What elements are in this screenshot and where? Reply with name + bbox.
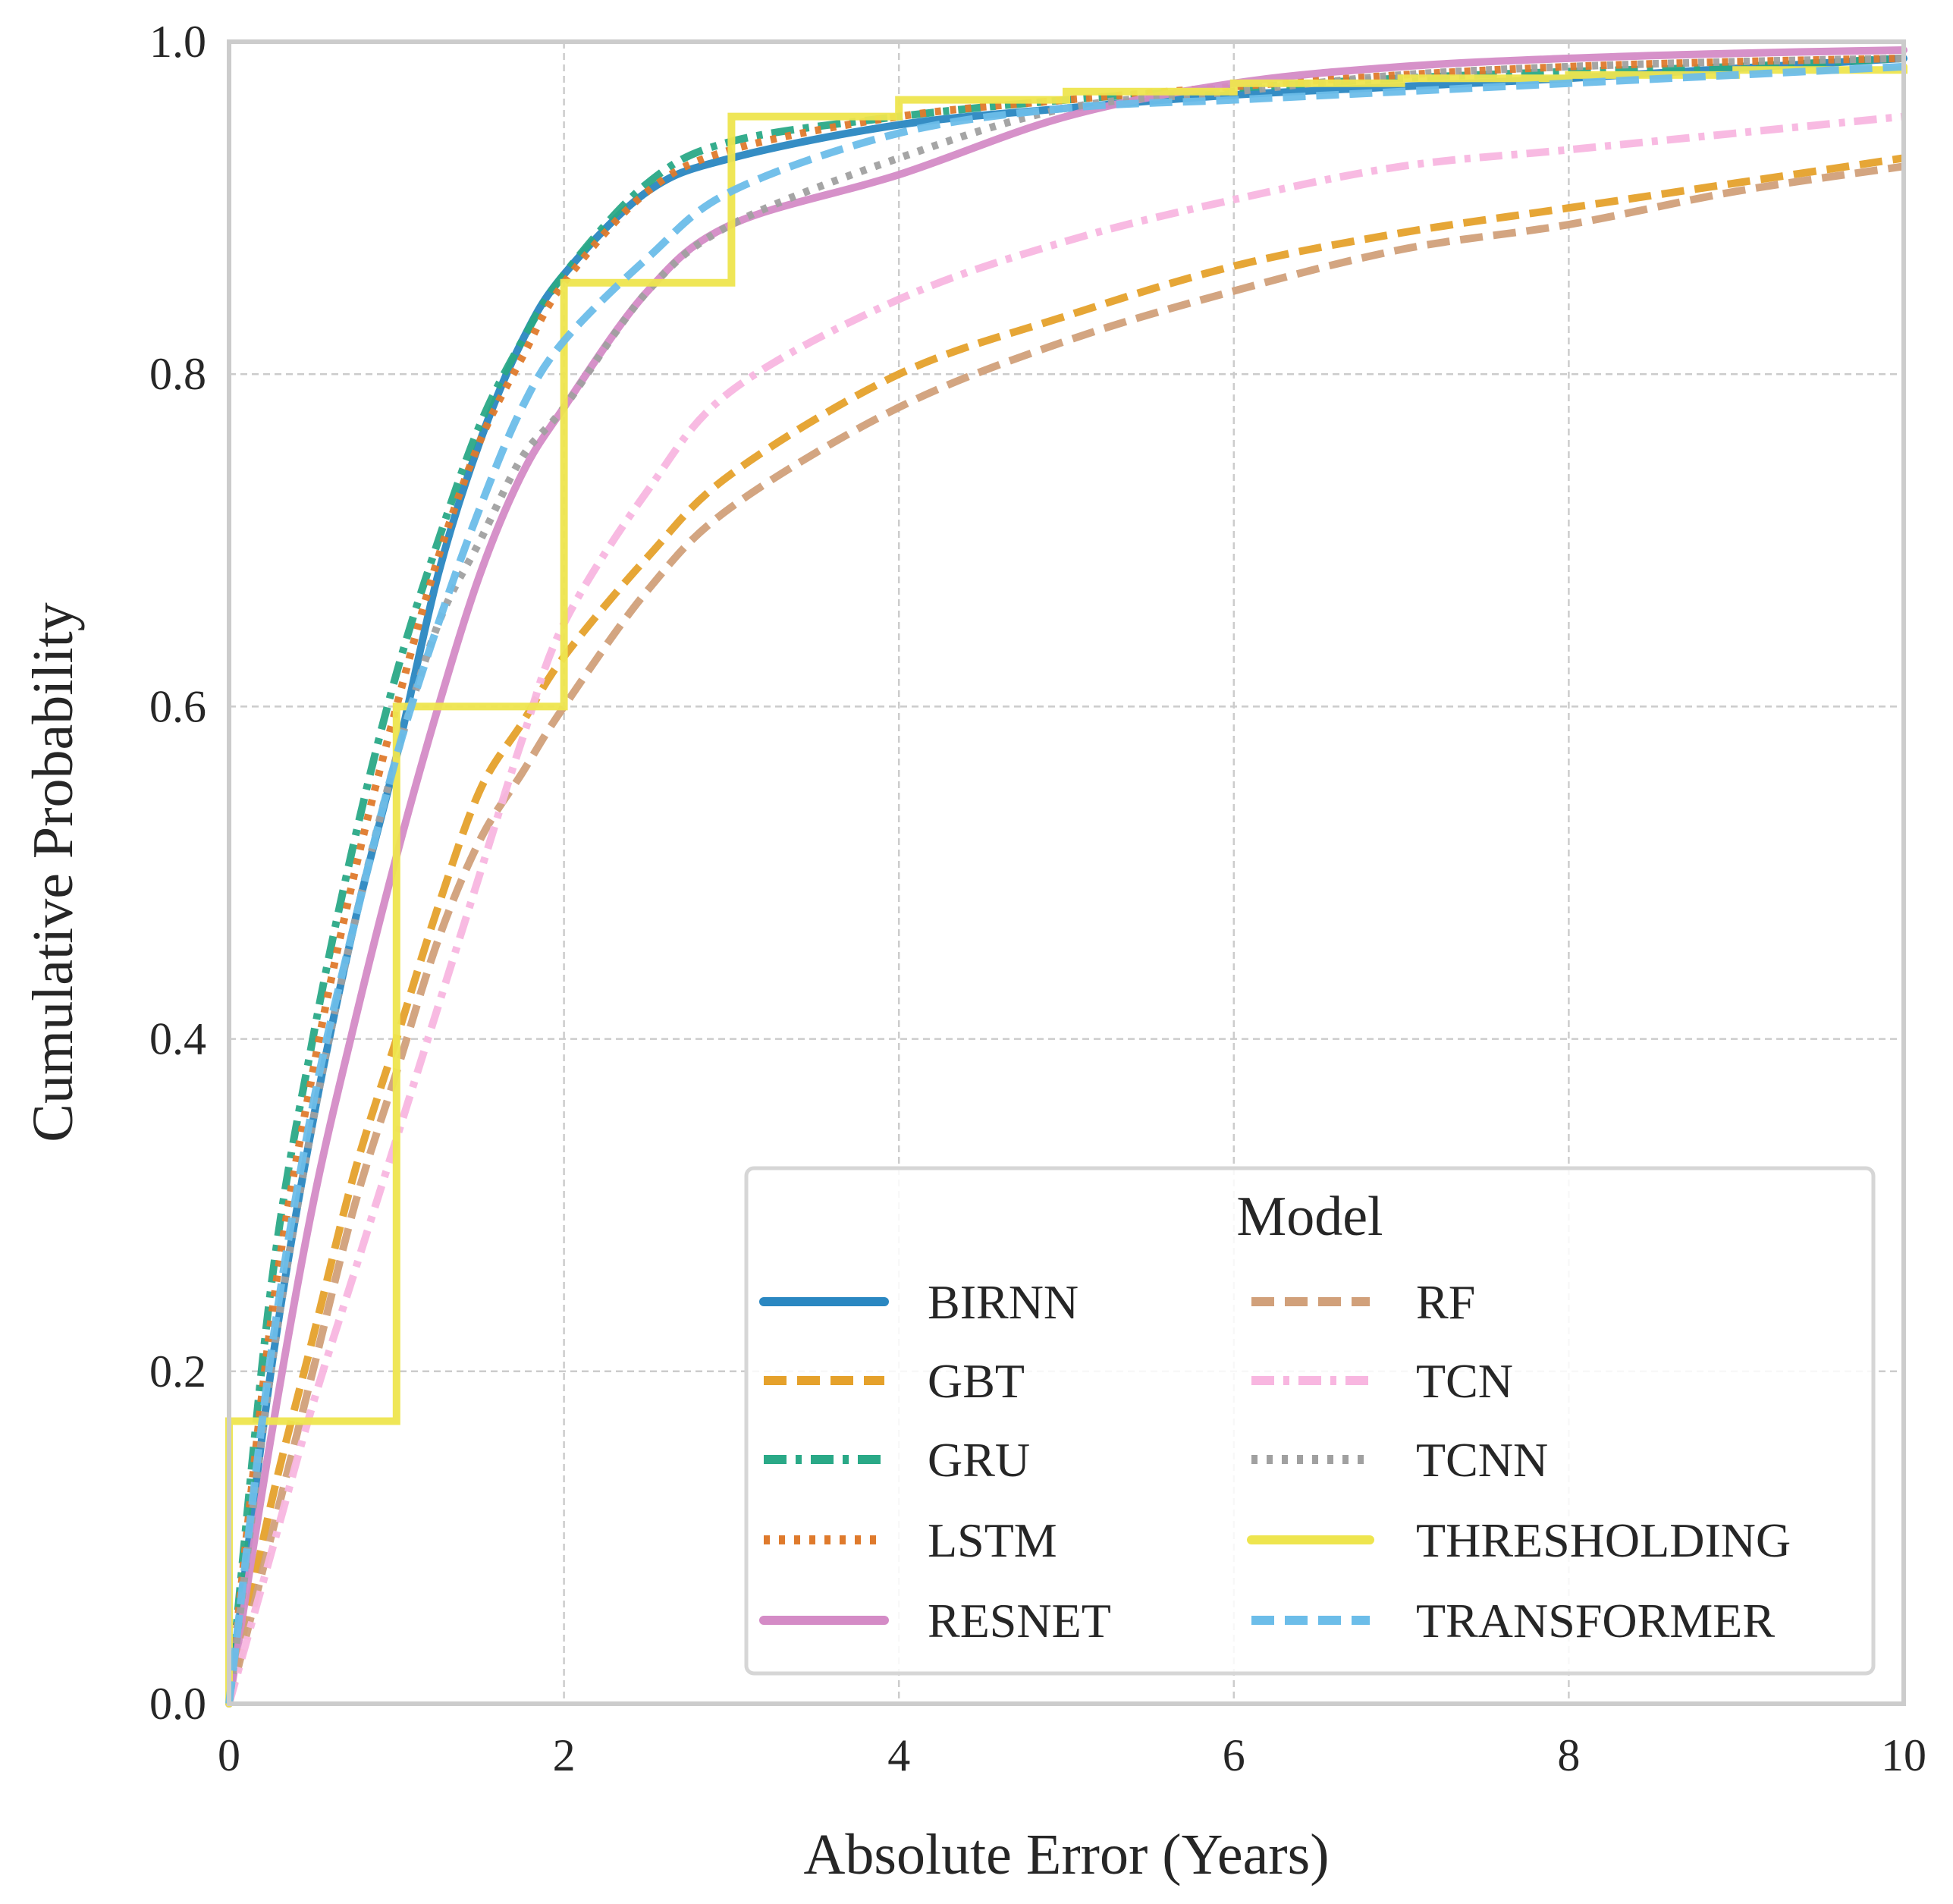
y-tick-labels: 0.0 0.2 0.4 0.6 0.8 1.0 bbox=[149, 17, 206, 1729]
legend-item-thresholding: THRESHOLDING bbox=[1247, 1513, 1791, 1567]
y-tick-label: 0.2 bbox=[149, 1346, 206, 1397]
x-tick-label: 4 bbox=[887, 1730, 910, 1780]
y-tick-label: 0.0 bbox=[149, 1679, 206, 1729]
series-line-thresholding bbox=[225, 62, 1907, 1708]
y-tick-label: 0.8 bbox=[149, 349, 206, 399]
legend-label: THRESHOLDING bbox=[1416, 1513, 1791, 1567]
legend-item-tcnn: TCNN bbox=[1251, 1433, 1548, 1487]
legend-label: GBT bbox=[928, 1354, 1025, 1408]
legend-item-lstm: LSTM bbox=[764, 1513, 1057, 1567]
y-tick-label: 1.0 bbox=[149, 17, 206, 67]
y-axis-label: Cumulative Probability bbox=[21, 602, 85, 1142]
plot-frame bbox=[227, 39, 1906, 1706]
legend-title: Model bbox=[1236, 1186, 1383, 1248]
series-line-tcn bbox=[225, 112, 1904, 1705]
series-curves bbox=[225, 46, 1907, 1708]
x-tick-label: 0 bbox=[218, 1730, 240, 1780]
series-line-gru bbox=[225, 54, 1904, 1704]
series-line-gbt bbox=[225, 154, 1904, 1705]
legend-label: GRU bbox=[928, 1433, 1030, 1487]
legend-item-birnn: BIRNN bbox=[759, 1275, 1079, 1329]
x-tick-label: 10 bbox=[1881, 1730, 1926, 1780]
legend-item-gru: GRU bbox=[764, 1433, 1030, 1487]
legend-label: LSTM bbox=[928, 1513, 1057, 1567]
legend-label: TCN bbox=[1416, 1354, 1513, 1408]
x-axis-label: Absolute Error (Years) bbox=[803, 1823, 1329, 1887]
legend-item-rf: RF bbox=[1251, 1275, 1475, 1329]
legend-label: BIRNN bbox=[928, 1275, 1079, 1329]
legend-item-transformer: TRANSFORMER bbox=[1251, 1594, 1775, 1648]
legend-box bbox=[744, 1166, 1876, 1676]
series-line-rf bbox=[225, 162, 1904, 1705]
legend-item-tcn: TCN bbox=[1251, 1354, 1513, 1408]
x-tick-label: 2 bbox=[553, 1730, 576, 1780]
legend-label: RESNET bbox=[928, 1594, 1111, 1648]
series-line-resnet bbox=[225, 46, 1907, 1708]
legend-label: TRANSFORMER bbox=[1416, 1594, 1775, 1648]
y-tick-label: 0.4 bbox=[149, 1014, 206, 1064]
legend-item-resnet: RESNET bbox=[759, 1594, 1111, 1648]
x-tick-labels: 0 2 4 6 8 10 bbox=[218, 1730, 1926, 1780]
x-tick-label: 6 bbox=[1223, 1730, 1245, 1780]
series-line-transformer bbox=[225, 62, 1904, 1704]
legend-label: TCNN bbox=[1416, 1433, 1548, 1487]
legend-label: RF bbox=[1416, 1275, 1475, 1329]
series-line-lstm bbox=[225, 54, 1904, 1704]
legend: Model BIRNN GBT GRU LSTM RESNET RF TCN TCNN THRE… bbox=[744, 1166, 1876, 1676]
x-tick-label: 8 bbox=[1557, 1730, 1580, 1780]
legend-item-gbt: GBT bbox=[764, 1354, 1025, 1408]
y-tick-label: 0.6 bbox=[149, 681, 206, 731]
